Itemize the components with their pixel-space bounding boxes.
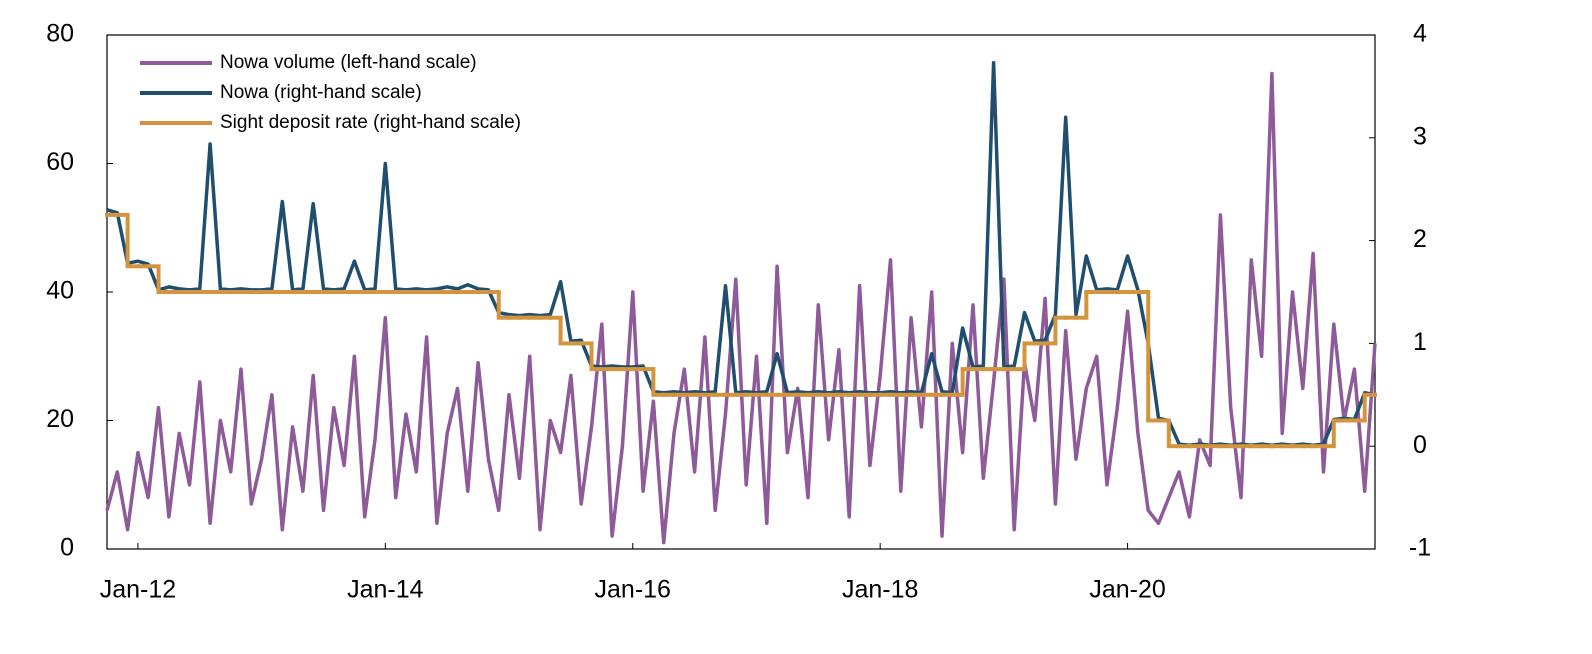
legend-label: Nowa (right-hand scale) bbox=[220, 82, 422, 103]
y2-tick-label: 1 bbox=[1413, 328, 1427, 356]
x-tick-label: Jan-20 bbox=[1089, 576, 1165, 604]
y2-tick-label: -1 bbox=[1409, 534, 1431, 562]
y2-tick-label: 2 bbox=[1413, 225, 1427, 253]
y2-tick-label: 4 bbox=[1413, 20, 1427, 48]
y2-tick-label: 3 bbox=[1413, 122, 1427, 150]
y-tick-label: 20 bbox=[46, 405, 74, 433]
y2-tick-label: 0 bbox=[1413, 431, 1427, 459]
y-tick-label: 0 bbox=[60, 534, 74, 562]
x-tick-label: Jan-12 bbox=[100, 576, 176, 604]
x-tick-label: Jan-18 bbox=[842, 576, 918, 604]
y-tick-label: 80 bbox=[46, 20, 74, 48]
legend-label: Sight deposit rate (right-hand scale) bbox=[220, 112, 521, 133]
legend-label: Nowa volume (left-hand scale) bbox=[220, 52, 477, 73]
x-tick-label: Jan-14 bbox=[347, 576, 424, 604]
y-tick-label: 60 bbox=[46, 148, 74, 176]
series-line bbox=[105, 71, 1377, 545]
x-tick-label: Jan-16 bbox=[595, 576, 671, 604]
y-tick-label: 40 bbox=[46, 277, 74, 305]
